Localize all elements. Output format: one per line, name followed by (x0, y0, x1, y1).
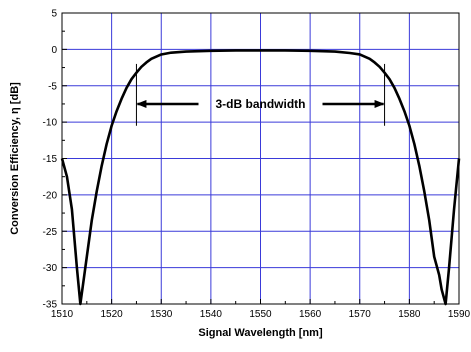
x-tick-label: 1510 (51, 309, 74, 320)
y-tick-label: -10 (43, 118, 58, 129)
x-tick-label: 1550 (249, 309, 272, 320)
y-tick-label: -35 (43, 300, 58, 311)
y-tick-label: -30 (43, 263, 58, 274)
x-tick-label: 1540 (200, 309, 223, 320)
y-axis-label: Conversion Efficiency, η [dB] (9, 82, 21, 235)
x-tick-label: 1560 (299, 309, 322, 320)
y-tick-label: 5 (51, 9, 57, 20)
y-tick-label: -15 (43, 154, 58, 165)
x-tick-label: 1590 (448, 309, 471, 320)
x-tick-label: 1580 (398, 309, 421, 320)
conversion-efficiency-line (60, 49, 461, 306)
y-tick-label: -5 (48, 81, 57, 92)
y-tick-label: -25 (43, 227, 58, 238)
x-tick-label: 1520 (101, 309, 124, 320)
tick-labels: 1510 1520 1530 1540 1550 1560 1570 1580 1590 5 0 -5… (43, 9, 471, 321)
x-tick-label: 1530 (150, 309, 173, 320)
ticks (61, 12, 460, 305)
y-tick-label: 0 (51, 45, 57, 56)
grid (61, 12, 460, 305)
x-axis-label: Signal Wavelength [nm] (198, 327, 323, 339)
y-tick-label: -20 (43, 190, 58, 201)
x-tick-label: 1570 (349, 309, 372, 320)
bandwidth-annotation: 3-dB bandwidth (135, 63, 386, 126)
bandwidth-label: 3-dB bandwidth (216, 97, 306, 111)
